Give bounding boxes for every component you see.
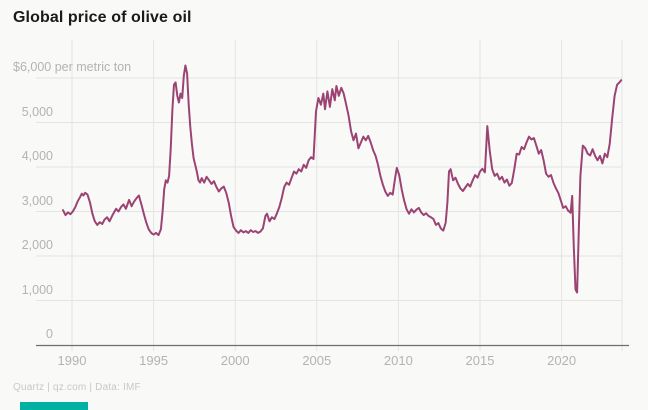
x-tick-label: 2015 — [465, 353, 495, 368]
x-tick-label: 2005 — [302, 353, 332, 368]
x-tick-label: 2020 — [547, 353, 577, 368]
y-tick-label: 4,000 — [21, 149, 53, 163]
x-tick-label: 2000 — [220, 353, 250, 368]
y-tick-label: 3,000 — [21, 193, 53, 208]
y-tick-label: 1,000 — [21, 282, 53, 297]
y-tick-label: 0 — [46, 327, 53, 341]
y-axis-unit-label: $6,000 per metric ton — [13, 60, 132, 74]
page-title: Global price of olive oil — [13, 9, 192, 26]
y-tick-label: 2,000 — [21, 238, 53, 252]
x-tick-label: 1995 — [139, 353, 169, 368]
price-line-path — [62, 64, 623, 294]
x-tick-label: 2010 — [383, 353, 413, 368]
quartz-brand-bar — [20, 402, 88, 410]
source-credit: Quartz | qz.com | Data: IMF — [13, 382, 141, 393]
y-tick-label: 5,000 — [21, 104, 53, 119]
x-tick-label: 1990 — [57, 353, 87, 368]
